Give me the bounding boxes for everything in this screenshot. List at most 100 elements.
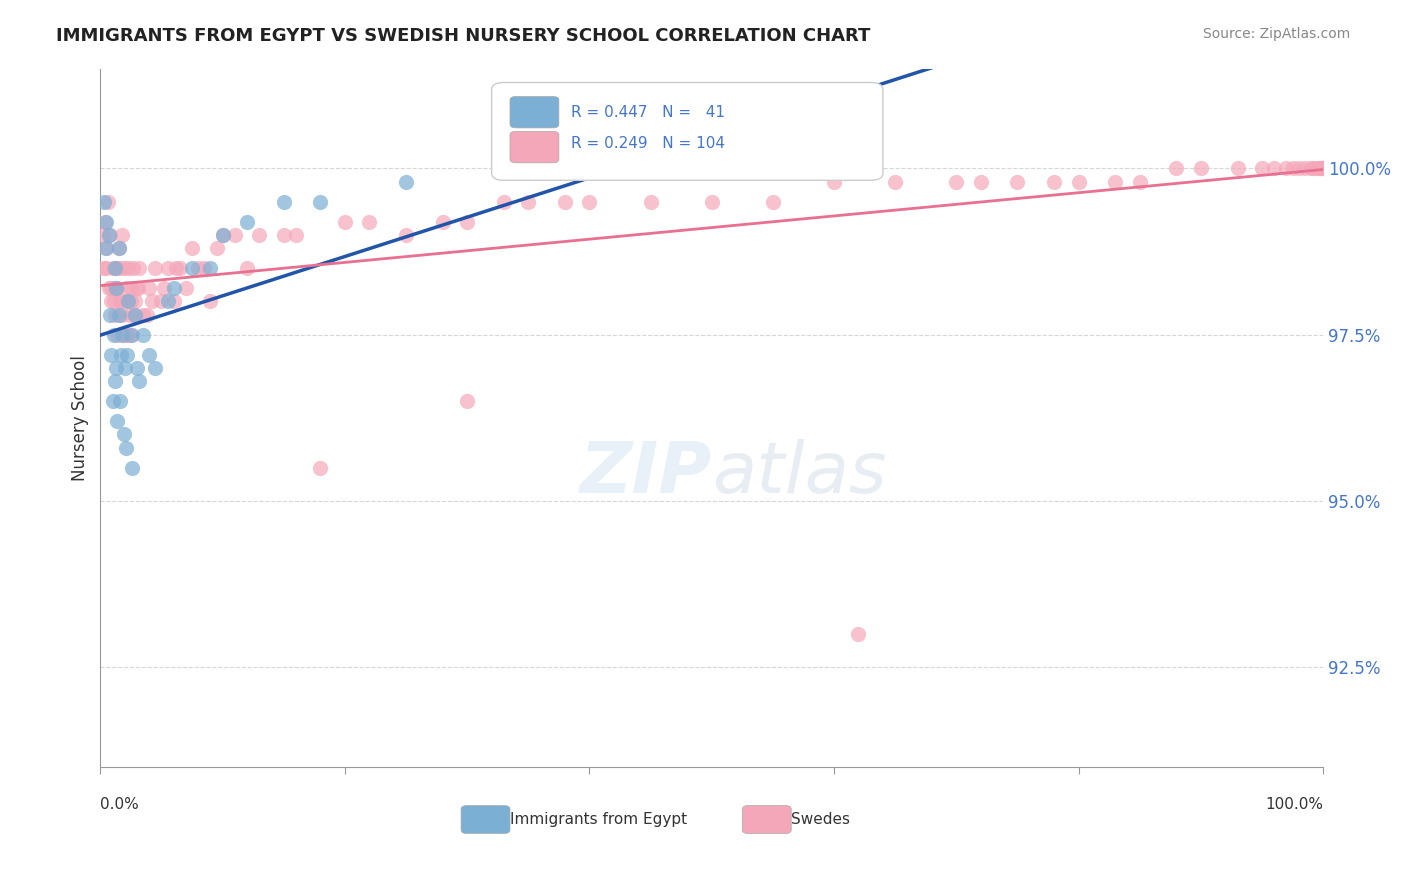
Point [117,294,139,309]
Point [138,281,160,295]
Point [117,327,139,342]
Point [100,281,122,295]
Point [132,327,155,342]
Point [285,227,308,242]
Point [103,327,125,342]
Point [107,281,129,295]
Point [115,441,138,455]
Point [101,394,124,409]
Point [1294,161,1316,176]
Point [169,261,191,276]
Point [1189,161,1212,176]
Point [132,308,155,322]
Point [98,227,121,242]
Point [103,294,125,309]
FancyBboxPatch shape [742,805,792,833]
Point [200,294,222,309]
Point [94,214,117,228]
Point [823,175,845,189]
Point [823,161,845,176]
Point [127,281,149,295]
Point [1310,161,1333,176]
FancyBboxPatch shape [461,805,510,833]
Point [110,348,132,362]
Point [193,261,215,276]
Point [884,175,907,189]
Point [96,214,118,228]
Point [309,194,332,209]
Point [1166,161,1188,176]
Point [105,261,128,276]
Point [1263,161,1285,176]
Point [156,294,179,309]
Point [1288,161,1310,176]
Point [97,227,120,242]
Point [97,281,120,295]
Text: 100.0%: 100.0% [1265,797,1323,812]
Point [554,194,576,209]
Point [1104,175,1126,189]
Point [150,294,173,309]
Point [181,261,204,276]
Point [96,261,118,276]
Point [121,327,143,342]
Point [1226,161,1249,176]
Point [1309,161,1331,176]
Point [96,241,118,255]
Point [492,194,515,209]
Point [145,360,167,375]
Point [153,281,176,295]
Point [122,261,145,276]
Point [120,281,142,295]
Point [1275,161,1298,176]
Point [211,227,233,242]
Point [124,308,146,322]
Point [187,261,209,276]
Point [114,327,136,342]
Point [141,294,163,309]
Point [125,360,148,375]
Point [1281,161,1303,176]
Point [395,175,418,189]
Point [107,308,129,322]
Point [236,214,259,228]
FancyBboxPatch shape [492,82,883,180]
Point [333,214,356,228]
Point [200,261,222,276]
Point [108,294,131,309]
Point [517,194,540,209]
Point [174,281,197,295]
Point [181,241,204,255]
Point [1299,161,1322,176]
Point [247,227,270,242]
Point [848,627,870,641]
Point [1302,161,1324,176]
Point [236,261,259,276]
Point [117,348,139,362]
FancyBboxPatch shape [510,131,560,163]
Point [578,194,600,209]
Point [117,294,139,309]
Point [432,214,454,228]
Point [309,460,332,475]
Text: atlas: atlas [711,439,886,508]
Point [1251,161,1274,176]
Point [762,194,785,209]
Point [111,327,134,342]
Point [107,241,129,255]
Point [205,241,228,255]
Point [98,308,121,322]
FancyBboxPatch shape [510,96,560,128]
Point [100,348,122,362]
Point [124,308,146,322]
Point [640,194,662,209]
Point [163,294,186,309]
Point [970,175,993,189]
Point [124,294,146,309]
Point [165,261,187,276]
Point [114,360,136,375]
Point [128,261,150,276]
Point [103,281,125,295]
Point [135,308,157,322]
Point [105,360,128,375]
